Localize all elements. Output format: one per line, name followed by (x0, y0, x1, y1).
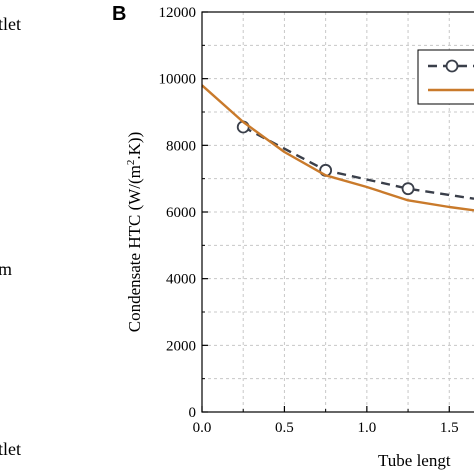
legend-marker-0 (445, 59, 459, 73)
y-axis-title-sup: 2 (125, 160, 137, 166)
left-fragment-3: tlet (0, 439, 21, 459)
axis-ticks: 0 2000 4000 6000 8000 10000 12000 0.0 0.5 1.0 1.5 (159, 5, 459, 436)
panel-label: B (112, 3, 126, 25)
y-axis-title-prefix: Condensate HTC (W/(m (125, 165, 144, 332)
y-tick-label: 4000 (166, 272, 196, 288)
y-tick-label: 0 (189, 405, 197, 421)
y-tick-label: 8000 (166, 138, 196, 154)
left-fragment-1: tlet (0, 14, 21, 34)
x-tick-label: 1.5 (440, 420, 459, 436)
x-tick-label: 0.0 (193, 420, 212, 436)
series-marker-0 (401, 182, 415, 196)
series-line-0 (242, 125, 474, 200)
series-layer (201, 84, 474, 212)
x-axis-title: Tube lengt (378, 451, 451, 470)
y-tick-label: 6000 (166, 205, 196, 221)
y-tick-label: 12000 (159, 5, 197, 21)
chart-plot-area: 0 2000 4000 6000 8000 10000 12000 0.0 0.5 1.0 1.5 (159, 5, 474, 436)
y-tick-label: 2000 (166, 338, 196, 354)
legend-box (417, 49, 474, 105)
y-axis-title: Condensate HTC (W/(m2.K)) (125, 132, 144, 333)
legend (417, 49, 474, 105)
y-axis-title-suffix: .K)) (125, 132, 144, 160)
y-tick-label: 10000 (159, 72, 197, 88)
x-tick-label: 0.5 (275, 420, 294, 436)
left-fragment-2: m (0, 259, 12, 279)
series-line-1 (201, 84, 474, 212)
x-tick-label: 1.0 (357, 420, 376, 436)
